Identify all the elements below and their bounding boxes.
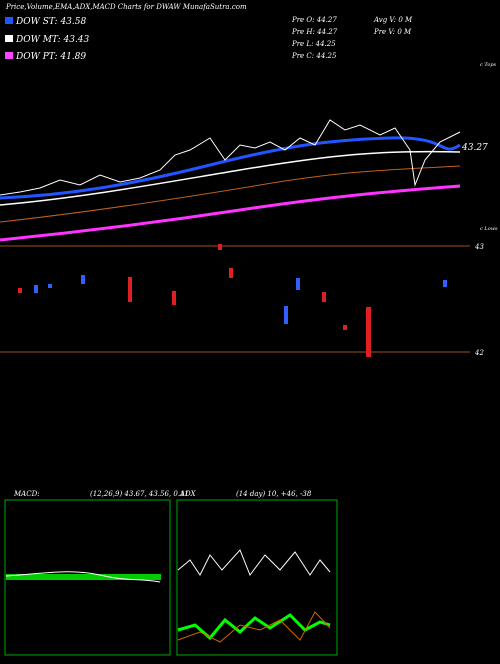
candle [229,268,233,278]
candle [284,306,288,324]
last-price: 43.27 [461,143,488,153]
legend-swatch [5,52,13,59]
legend-swatch [5,35,13,42]
macd-name: MACD: [13,490,40,498]
candle [81,275,85,284]
legend-mt: DOW MT: 43.43 [15,35,90,45]
candle [366,307,371,357]
level-bottom: 42 [474,349,484,357]
legend-st: DOW ST: 43.58 [15,17,86,27]
minus-di [177,611,331,643]
candle [128,277,132,302]
pre-high: Pre H: 44.27 [291,28,338,36]
avg-volume: Avg V: 0 M [373,16,413,24]
legend-pt: DOW PT: 41.89 [15,52,86,62]
macd-line [5,571,161,583]
candle [443,280,447,287]
lower-label: c Lows [480,226,498,232]
plus-di [177,613,331,641]
adx-params: (14 day) 10, +46, -38 [236,490,312,498]
price-line [0,119,461,196]
adx-line [177,549,331,577]
macd-params: (12,26,9) 43.67, 43.56, 0.11 [90,490,189,498]
candle [172,291,176,305]
upper-label: c Tops [480,62,497,68]
candle [18,288,22,293]
pre-open: Pre O: 44.27 [291,16,337,24]
pre-low: Pre L: 44.25 [291,40,336,48]
ema-line [0,165,461,223]
candle [48,284,52,288]
candle [218,244,222,250]
macd-histogram [6,574,161,580]
pre-close: Pre C: 44.25 [291,52,337,60]
candle [34,285,38,293]
level-top: 43 [474,243,484,251]
pre-volume: Pre V: 0 M [373,28,412,36]
candle [296,278,300,290]
mt-line [0,150,461,206]
title: Price,Volume,EMA,ADX,MACD Charts for DWA… [5,3,247,11]
candle [343,325,347,330]
candle [322,292,326,302]
candles [18,244,447,357]
pt-line [0,184,461,242]
legend-swatch [5,17,13,24]
adx-name: ADX [179,490,197,498]
